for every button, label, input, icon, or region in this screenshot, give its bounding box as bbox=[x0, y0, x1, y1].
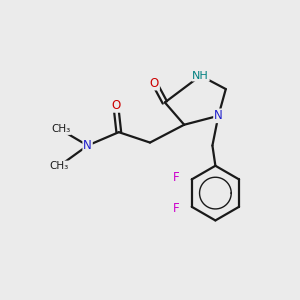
Text: CH₃: CH₃ bbox=[50, 161, 69, 171]
Text: F: F bbox=[173, 202, 180, 215]
Text: NH: NH bbox=[192, 71, 209, 81]
Text: CH₃: CH₃ bbox=[51, 124, 70, 134]
Text: F: F bbox=[173, 171, 180, 184]
Text: O: O bbox=[150, 76, 159, 90]
Text: N: N bbox=[83, 139, 92, 152]
Text: O: O bbox=[111, 99, 120, 112]
Text: N: N bbox=[214, 109, 223, 122]
